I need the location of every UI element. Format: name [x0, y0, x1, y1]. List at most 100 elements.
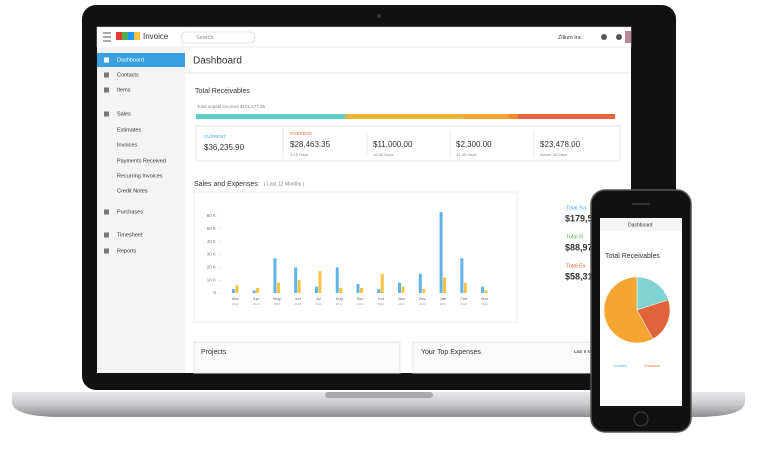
current-label: CURRENT	[204, 134, 226, 139]
sidebar-icon	[104, 232, 109, 238]
projects-panel	[193, 341, 401, 374]
receivable-segment	[196, 114, 346, 119]
sidebar-item[interactable]: Dashboard	[117, 57, 144, 63]
y-tick-label: 60 K	[207, 213, 216, 218]
sidebar-item[interactable]: Sales	[117, 111, 131, 117]
search-placeholder: Search	[196, 35, 213, 41]
x-tick-sublabel: 2013	[419, 302, 426, 306]
bar	[335, 267, 339, 293]
bar	[422, 289, 426, 293]
x-tick-label: Dec	[419, 296, 426, 301]
bar	[252, 290, 256, 293]
sidebar-item[interactable]: Recurring Invoices	[117, 173, 163, 179]
y-tick-label: 20 K	[207, 265, 216, 270]
brand: Invoice	[143, 32, 169, 41]
summary-label: Total Ex	[566, 263, 586, 269]
overdue-amount: $28,463.35	[290, 140, 331, 149]
x-tick-label: Mar	[232, 296, 240, 301]
y-tick-label: 0	[213, 290, 216, 295]
home-button[interactable]	[633, 411, 649, 427]
sidebar-item[interactable]: Payments Received	[117, 158, 166, 164]
bar	[318, 271, 322, 293]
receivables-title: Total Receivables	[195, 88, 250, 95]
x-tick-sublabel: 2013	[377, 302, 384, 306]
bar	[276, 282, 280, 293]
logo	[128, 32, 134, 40]
x-tick-label: Oct	[378, 296, 385, 301]
sidebar-item[interactable]: Estimates	[117, 127, 141, 133]
projects-title: Projects	[201, 349, 227, 356]
x-tick-label: Jan	[440, 296, 446, 301]
overdue-range: 1-15 Days	[290, 152, 308, 157]
x-tick-sublabel: 2013	[398, 302, 405, 306]
sidebar-item[interactable]: Reports	[117, 248, 137, 254]
pie-title: Total Receivables	[605, 253, 660, 260]
summary-label: Total R	[566, 234, 583, 240]
chart-panel	[193, 191, 518, 323]
bar	[356, 284, 360, 293]
sidebar-item[interactable]: Items	[117, 87, 131, 93]
y-tick-label: 30 K	[207, 252, 216, 257]
x-tick-sublabel: 2014	[440, 302, 447, 306]
sidebar-icon	[104, 87, 109, 93]
sidebar-item[interactable]: Contacts	[117, 72, 139, 78]
help-icon[interactable]	[616, 34, 622, 40]
avatar[interactable]	[625, 31, 631, 43]
bar	[460, 258, 464, 293]
sidebar	[97, 47, 185, 373]
sidebar-icon	[104, 248, 109, 254]
overdue-amount: $2,300.00	[456, 140, 492, 149]
search-box[interactable]	[180, 31, 256, 44]
menu-icon	[103, 32, 111, 42]
expenses-period: Last 6 M	[574, 349, 592, 354]
overdue-amount: $23,478.00	[540, 140, 581, 149]
summary-label: Total Sa	[566, 205, 587, 211]
bar	[463, 282, 467, 293]
y-tick-label: 40 K	[207, 239, 216, 244]
summary: Total Sa $179,50 Total R $88,977 Total Ex $58…	[565, 205, 598, 281]
bar	[439, 212, 443, 293]
sidebar-active	[97, 53, 185, 67]
laptop-base	[12, 392, 745, 417]
sidebar-icon	[104, 72, 109, 78]
x-tick-sublabel: 2013	[357, 302, 364, 306]
pie-slice	[636, 299, 671, 340]
pie-legend: Overdue	[644, 363, 660, 368]
pie-legend: Current	[613, 363, 627, 368]
bar	[339, 287, 343, 293]
bar	[297, 280, 301, 293]
bar	[235, 285, 239, 293]
sidebar-item[interactable]: Purchases	[117, 209, 143, 215]
bar	[484, 290, 488, 293]
receivable-segment	[508, 114, 519, 119]
sidebar-item[interactable]: Credit Notes	[117, 188, 148, 194]
speaker	[632, 203, 650, 205]
x-tick-label: Nov	[398, 296, 405, 301]
x-tick-sublabel: 2013	[274, 302, 281, 306]
sidebar-icon	[104, 209, 109, 215]
receivable-segment	[518, 114, 615, 119]
sidebar-item[interactable]: Timesheet	[117, 232, 143, 238]
x-tick-sublabel: 2014	[481, 302, 488, 306]
receivable-segment	[463, 114, 509, 119]
x-tick-sublabel: 2013	[294, 302, 301, 306]
settings-icon[interactable]	[601, 34, 607, 40]
pie-chart: Current Overdue	[603, 276, 671, 368]
receivables-total: Total unpaid invoices $101,477.25	[197, 104, 266, 109]
sidebar-icon	[104, 57, 109, 63]
bar	[481, 286, 485, 293]
org-name[interactable]: Zillum Inc	[558, 35, 582, 41]
summary-value: $179,50	[565, 213, 598, 223]
logo	[122, 32, 128, 40]
expenses-panel	[412, 341, 621, 374]
chart-title: Sales and Expenses	[194, 181, 258, 188]
x-tick-label: Jun	[294, 296, 300, 301]
x-tick-label: Mar	[481, 296, 489, 301]
bar	[401, 286, 405, 293]
summary-value: $88,977	[565, 242, 598, 252]
bar	[443, 277, 447, 293]
overdue-label: OVERDUE	[290, 131, 312, 136]
top-bar	[96, 26, 632, 48]
sidebar-item[interactable]: Invoices	[117, 142, 137, 148]
